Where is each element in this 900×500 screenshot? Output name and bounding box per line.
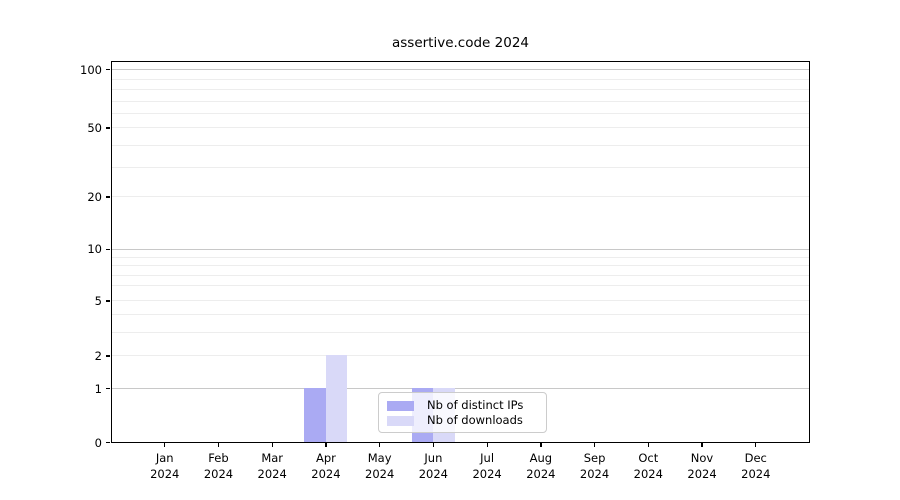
x-tick-mark-apr	[325, 442, 327, 447]
y-tick-label-5: 5	[94, 294, 102, 308]
bar-nb-of-distinct-ips-apr	[304, 387, 326, 442]
legend: Nb of distinct IPs Nb of downloads	[378, 392, 547, 433]
gridline-y-40	[112, 145, 809, 147]
legend-swatch-downloads	[387, 415, 414, 426]
y-tick-label-100: 100	[80, 62, 102, 77]
gridline-y-100	[112, 68, 809, 70]
x-tick-mark-jul	[486, 442, 488, 447]
x-tick-mark-aug	[540, 442, 542, 447]
gridline-y-2	[112, 355, 809, 357]
x-tick-mark-may	[379, 442, 381, 447]
plot-area	[111, 61, 810, 443]
x-tick-label-apr: Apr 2024	[311, 450, 341, 481]
gridline-y-70	[112, 100, 809, 102]
y-tick-label-0: 0	[94, 435, 102, 450]
x-tick-mark-nov	[701, 442, 703, 447]
x-tick-mark-oct	[647, 442, 649, 447]
y-tick-mark-1	[106, 388, 110, 390]
x-tick-mark-jan	[164, 442, 166, 447]
gridline-y-10	[112, 248, 809, 250]
gridline-y-20	[112, 196, 809, 198]
x-tick-mark-jun	[432, 442, 435, 447]
y-tick-mark-20	[106, 196, 110, 198]
legend-label: Nb of downloads	[427, 413, 523, 427]
gridline-y-30	[112, 166, 809, 168]
gridline-y-4	[112, 314, 809, 316]
x-tick-mark-dec	[755, 442, 757, 447]
gridline-y-60	[112, 113, 809, 115]
y-tick-label-1: 1	[94, 381, 102, 396]
y-tick-mark-2	[106, 355, 110, 357]
x-tick-label-may: May 2024	[365, 450, 395, 481]
gridline-y-9	[112, 256, 809, 258]
legend-swatch-distinct-ips	[387, 400, 414, 411]
y-tick-mark-100	[106, 68, 110, 71]
gridline-y-3	[112, 331, 809, 333]
gridline-y-7	[112, 275, 809, 277]
y-tick-mark-50	[106, 127, 110, 129]
x-tick-label-feb: Feb 2024	[203, 450, 234, 481]
gridline-y-90	[112, 78, 809, 80]
x-tick-mark-feb	[217, 442, 220, 447]
bar-nb-of-downloads-apr	[325, 355, 348, 442]
x-tick-mark-mar	[271, 442, 273, 447]
legend-entry-downloads: Nb of downloads	[387, 413, 538, 428]
gridline-y-8	[112, 265, 809, 267]
y-tick-label-10: 10	[87, 242, 102, 257]
x-tick-mark-sep	[593, 442, 596, 447]
x-tick-label-oct: Oct 2024	[633, 450, 663, 481]
y-tick-mark-5	[106, 300, 110, 302]
x-tick-label-nov: Nov 2024	[687, 450, 717, 481]
gridline-y-1	[112, 387, 809, 389]
x-tick-label-aug: Aug 2024	[526, 450, 556, 481]
gridline-y-50	[112, 127, 809, 129]
x-tick-label-jul: Jul 2024	[472, 450, 502, 481]
gridline-y-80	[112, 88, 809, 90]
y-tick-label-2: 2	[94, 349, 102, 363]
gridline-y-5	[112, 300, 809, 302]
x-tick-label-jan: Jan 2024	[150, 450, 180, 481]
legend-label: Nb of distinct IPs	[427, 398, 524, 412]
x-tick-label-dec: Dec 2024	[741, 450, 771, 481]
x-tick-label-jun: Jun 2024	[418, 450, 449, 481]
x-tick-label-mar: Mar 2024	[257, 450, 287, 481]
y-tick-label-50: 50	[87, 121, 102, 135]
y-tick-mark-0	[106, 441, 110, 444]
x-tick-label-sep: Sep 2024	[579, 450, 610, 481]
gridline-y-6	[112, 285, 809, 287]
y-tick-label-20: 20	[87, 190, 102, 204]
chart-title: assertive.code 2024	[391, 35, 530, 51]
legend-entry-distinct-ips: Nb of distinct IPs	[387, 398, 538, 413]
y-tick-mark-10	[106, 248, 110, 250]
